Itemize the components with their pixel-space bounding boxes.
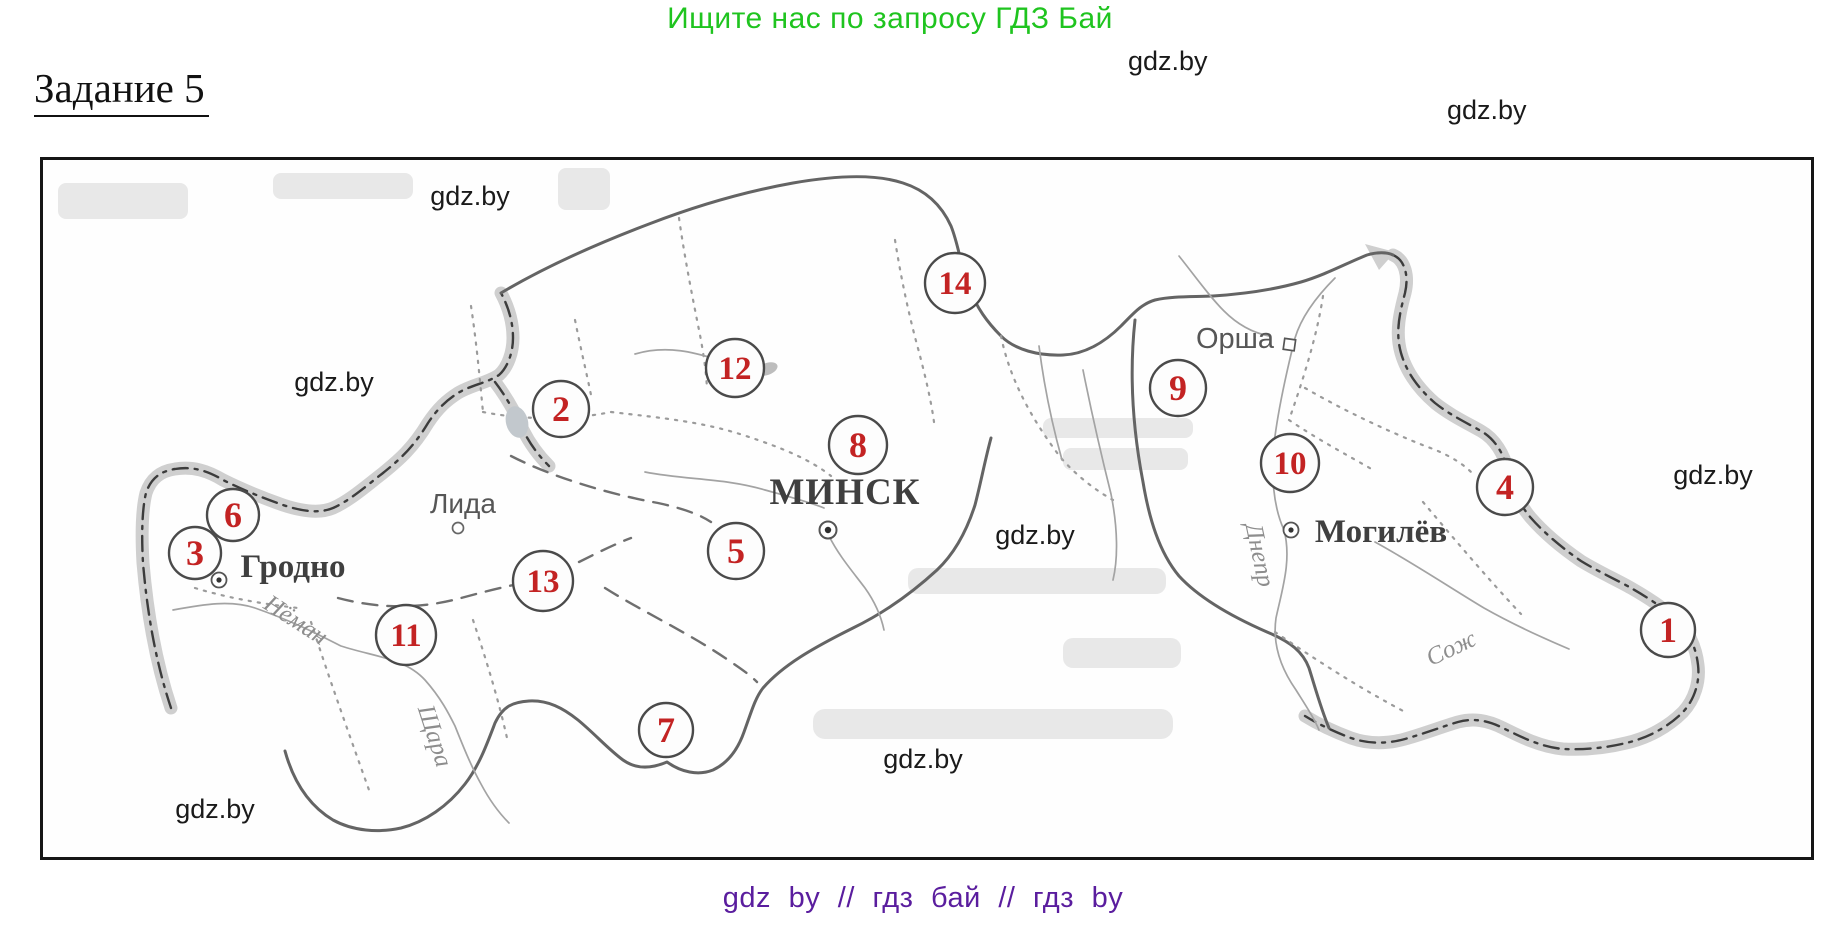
city-marker-minsk-dot — [824, 526, 832, 534]
svg-text:8: 8 — [849, 425, 867, 465]
svg-text:2: 2 — [552, 389, 570, 429]
map-marker-9: 9 — [1148, 358, 1208, 418]
watermark-map-left: gdz.by — [294, 367, 374, 397]
city-marker-mogilev-dot — [1288, 527, 1294, 533]
map-marker-3: 3 — [167, 525, 223, 581]
svg-text:6: 6 — [224, 495, 242, 535]
river-orsha-trib — [1178, 255, 1270, 337]
river-svisloch — [828, 535, 885, 631]
city-minsk: МИНСК — [769, 472, 920, 540]
watermark-map-bottom-center: gdz.by — [883, 744, 963, 774]
river-label-neman: Нёман — [258, 589, 332, 650]
map-marker-14: 14 — [923, 251, 987, 315]
river-label-sozh: Сож — [1422, 625, 1481, 671]
river-neman-shchara — [172, 602, 510, 824]
map-watermarks: gdz.by gdz.by gdz.by gdz.by gdz.by gdz.b… — [175, 181, 1753, 824]
city-label-minsk: МИНСК — [769, 472, 920, 513]
city-mogilev: Могилёв — [1282, 514, 1447, 550]
map-marker-7: 7 — [637, 701, 695, 759]
watermark-map-center: gdz.by — [995, 520, 1075, 550]
river-label-shchara: Щара — [412, 701, 458, 771]
city-label-lida: Лида — [430, 488, 496, 519]
oblast-boundary-east — [1130, 318, 1331, 730]
city-lida: Лида — [430, 488, 496, 535]
map-marker-11: 11 — [374, 603, 438, 667]
oblast-boundary-south — [283, 436, 993, 833]
page-title: Задание 5 — [34, 64, 209, 117]
svg-text:13: 13 — [527, 564, 560, 600]
svg-text:5: 5 — [727, 531, 745, 571]
watermark-map-top: gdz.by — [430, 181, 510, 211]
map-marker-8: 8 — [827, 414, 889, 476]
footer-keywords: gdz by // гдз бай // гдз by — [722, 882, 1124, 914]
promo-banner: Ищите нас по запросу ГДЗ Бай — [667, 2, 1113, 35]
watermark-map-right: gdz.by — [1673, 460, 1753, 490]
river-minsk-nw — [644, 471, 825, 509]
map-marker-5: 5 — [706, 521, 766, 581]
map-marker-12: 12 — [704, 337, 766, 399]
ghost-text-smudges — [58, 168, 1193, 739]
raion-borders-dotted — [193, 216, 1523, 792]
svg-text:11: 11 — [390, 618, 421, 654]
city-marker-lida — [451, 521, 465, 535]
city-marker-orsha — [1282, 337, 1297, 352]
river-drut-branch — [1038, 345, 1063, 461]
watermark-top-right-1: gdz.by — [1128, 46, 1208, 76]
svg-text:10: 10 — [1274, 446, 1307, 482]
svg-text:12: 12 — [719, 351, 752, 387]
map-marker-10: 10 — [1259, 432, 1321, 494]
watermark-top-right-2: gdz.by — [1447, 95, 1527, 125]
map-image: Нёман Щара Днепр Сож Гродно Лида МИНСК О… — [40, 157, 1814, 860]
river-label-dnepr: Днепр — [1239, 519, 1279, 590]
border-band-ne-patch — [1365, 244, 1395, 270]
numbered-markers: 1 2 3 4 5 6 7 8 — [167, 251, 1697, 759]
map-marker-6: 6 — [205, 487, 261, 543]
map-marker-1: 1 — [1639, 601, 1697, 659]
city-marker-grodno-dot — [216, 577, 222, 583]
river-dnepr — [1271, 277, 1336, 731]
watermark-map-bottom-left: gdz.by — [175, 794, 255, 824]
svg-text:3: 3 — [186, 533, 204, 573]
belarus-contour-map: Нёман Щара Днепр Сож Гродно Лида МИНСК О… — [58, 168, 1753, 833]
svg-text:14: 14 — [939, 266, 972, 302]
svg-text:9: 9 — [1169, 368, 1187, 408]
city-orsha: Орша — [1196, 323, 1297, 355]
lake-near-2 — [505, 406, 529, 438]
rivers — [172, 255, 1570, 824]
svg-text:1: 1 — [1659, 610, 1677, 650]
map-marker-2: 2 — [531, 379, 591, 439]
river-drut — [1082, 369, 1118, 581]
city-label-orsha: Орша — [1196, 323, 1275, 355]
city-label-mogilev: Могилёв — [1315, 514, 1447, 550]
city-label-grodno: Гродно — [240, 549, 345, 585]
city-grodno: Гродно — [210, 549, 346, 589]
map-marker-4: 4 — [1475, 457, 1535, 517]
map-marker-13: 13 — [511, 549, 575, 613]
svg-text:7: 7 — [657, 710, 675, 750]
svg-text:4: 4 — [1496, 467, 1514, 507]
river-sozh — [1374, 541, 1570, 650]
